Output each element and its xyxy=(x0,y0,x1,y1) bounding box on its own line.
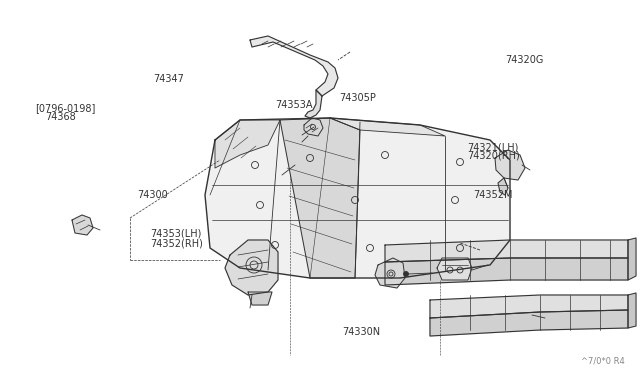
Bar xyxy=(405,262,425,270)
Bar xyxy=(478,247,498,255)
Polygon shape xyxy=(280,118,360,278)
Bar xyxy=(542,300,560,307)
Text: ^7/0*0 R4: ^7/0*0 R4 xyxy=(581,356,625,365)
Bar xyxy=(518,262,538,270)
Text: 74353A: 74353A xyxy=(275,100,313,110)
Bar xyxy=(573,315,591,322)
Polygon shape xyxy=(305,90,322,118)
Text: 74300: 74300 xyxy=(138,190,168,200)
Bar xyxy=(440,315,458,322)
Polygon shape xyxy=(628,238,636,280)
Polygon shape xyxy=(498,178,508,195)
Bar xyxy=(552,262,572,270)
Bar xyxy=(440,262,460,270)
Bar xyxy=(508,315,526,322)
Polygon shape xyxy=(248,292,272,305)
Bar xyxy=(405,247,425,255)
Text: 74368: 74368 xyxy=(45,112,76,122)
Text: [0796-0198]: [0796-0198] xyxy=(35,103,95,113)
Bar xyxy=(584,247,604,255)
Bar xyxy=(573,300,591,307)
Text: 74320(RH): 74320(RH) xyxy=(467,151,520,161)
Bar xyxy=(440,300,458,307)
Text: 74353(LH): 74353(LH) xyxy=(150,229,202,239)
Text: 74347: 74347 xyxy=(154,74,184,84)
Polygon shape xyxy=(205,118,510,278)
Bar xyxy=(478,262,498,270)
Polygon shape xyxy=(437,258,472,280)
Bar xyxy=(518,247,538,255)
Polygon shape xyxy=(628,293,636,328)
Text: 74305P: 74305P xyxy=(339,93,376,103)
Bar xyxy=(473,300,491,307)
Bar xyxy=(440,247,460,255)
Polygon shape xyxy=(304,118,323,136)
Bar xyxy=(602,300,620,307)
Polygon shape xyxy=(375,258,405,288)
Polygon shape xyxy=(495,150,525,180)
Polygon shape xyxy=(215,120,280,168)
Circle shape xyxy=(403,272,408,276)
Text: 74352(RH): 74352(RH) xyxy=(150,238,204,248)
Polygon shape xyxy=(225,240,278,295)
Polygon shape xyxy=(72,215,93,235)
Bar xyxy=(584,262,604,270)
Bar xyxy=(508,300,526,307)
Polygon shape xyxy=(430,310,628,336)
Text: 74330N: 74330N xyxy=(342,327,381,337)
Polygon shape xyxy=(385,258,628,285)
Text: 74320G: 74320G xyxy=(506,55,544,65)
Text: 74321(LH): 74321(LH) xyxy=(467,142,518,153)
Text: 74352M: 74352M xyxy=(474,190,513,200)
Bar xyxy=(602,315,620,322)
Polygon shape xyxy=(385,240,628,262)
Polygon shape xyxy=(250,36,338,96)
Bar xyxy=(542,315,560,322)
Polygon shape xyxy=(430,295,628,318)
Polygon shape xyxy=(330,118,445,136)
Bar xyxy=(473,315,491,322)
Bar xyxy=(552,247,572,255)
